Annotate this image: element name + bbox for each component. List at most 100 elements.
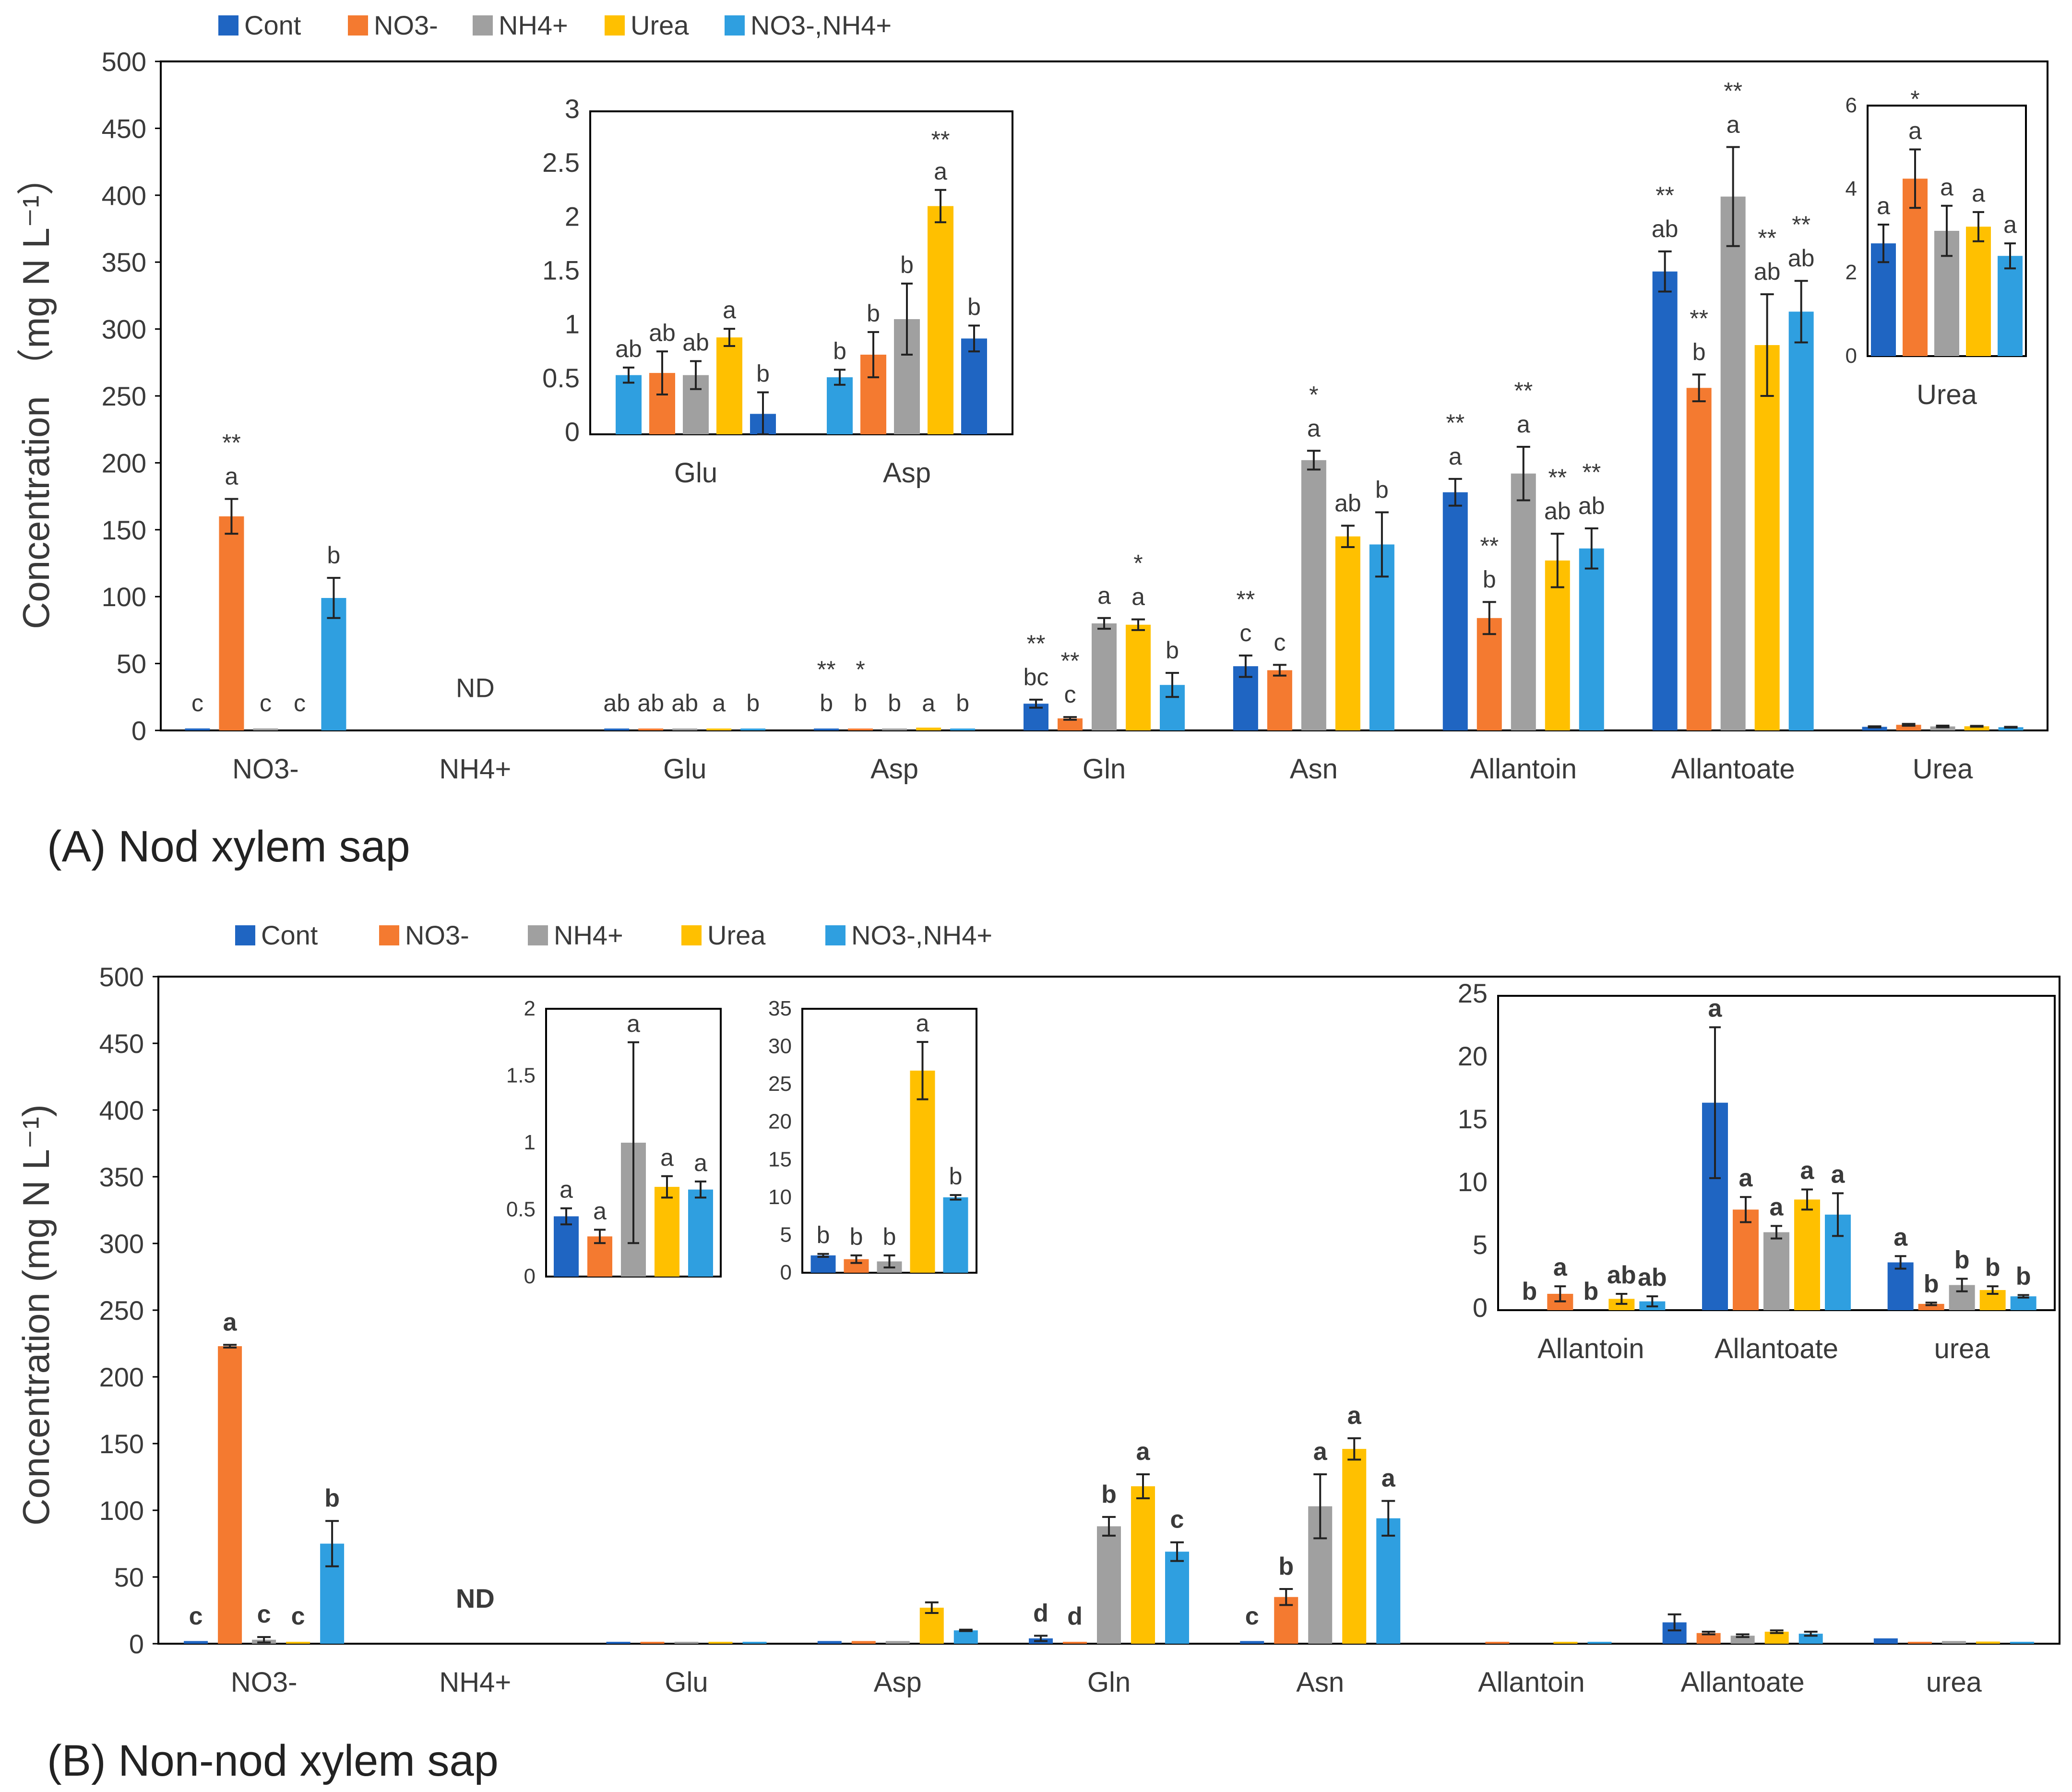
inset-bar-asp-no3-nh4: [827, 377, 853, 434]
sig-label-allantoate-nh4: a: [1727, 111, 1740, 138]
y-tick-label-350: 350: [102, 247, 146, 277]
sig-label-no3-no3: a: [223, 1308, 238, 1336]
panel-a: Cont NO3- NH4+ Urea NO3-,NH4+ Concentration …: [15, 10, 2048, 871]
sig-label-asn-no3-nh4: b: [1375, 477, 1389, 503]
bar-glu-no3-nh4: [740, 729, 766, 730]
inset-sig-asp-no3: b: [867, 300, 880, 327]
legend-label-no3-nh4: NO3-,NH4+: [750, 10, 892, 40]
sig-label-gln-no3-nh4: b: [1166, 637, 1179, 664]
inset-sig-x-no3: b: [850, 1223, 863, 1250]
bar-gln-urea: [1126, 624, 1151, 730]
bar-allantoate-cont: [1652, 271, 1678, 730]
inset-y-tick-2: 2: [524, 997, 536, 1020]
panel-a-caption: (A) Nod xylem sap: [47, 822, 410, 871]
sig-label-allantoate-urea-line1: **: [1758, 225, 1776, 251]
sig-label-no3-no3: a: [225, 463, 238, 490]
x-tick-label-nh4: NH4+: [439, 753, 511, 785]
sig-label-allantoin-urea: ab: [1544, 498, 1571, 525]
bar-glu-nh4: [674, 1642, 699, 1644]
y-tick-label-250: 250: [99, 1295, 144, 1326]
bar-glu-no3: [638, 729, 664, 730]
legend-label-no3: NO3-: [374, 10, 438, 40]
inset-bar-allantoate-urea: [1794, 1199, 1820, 1310]
legend-label-cont: Cont: [244, 10, 301, 40]
x-tick-label-glu: Glu: [663, 753, 706, 785]
inset-sig-urea-urea: a: [1972, 180, 1985, 207]
inset-sig-urea-cont: a: [1893, 1223, 1908, 1251]
bar-glu-urea: [708, 1642, 733, 1644]
legend-a: Cont NO3- NH4+ Urea NO3-,NH4+: [218, 10, 892, 40]
bar-glu-nh4: [672, 729, 698, 730]
sig-label-allantoate-no3-nh4: ab: [1788, 245, 1815, 272]
legend-swatch-cont: [235, 925, 255, 945]
x-tick-label-gln: Gln: [1087, 1667, 1131, 1698]
y-tick-label-400: 400: [102, 180, 146, 211]
inset-sig-urea-nh4: a: [1940, 174, 1953, 201]
bar-gln-no3-nh4: [1165, 1552, 1189, 1644]
legend-label-cont: Cont: [261, 920, 318, 950]
inset-y-tick-1-5: 1.5: [506, 1064, 536, 1087]
inset-bar-asp-cont: [961, 338, 987, 434]
bar-gln-no3: [1063, 1642, 1087, 1644]
inset-bar-glu-no3-nh4: [616, 375, 642, 434]
inset-sig-x-no3-nh4: a: [694, 1149, 707, 1176]
sig-label-asn-nh4-line1: *: [1309, 381, 1318, 408]
inset-y-tick-25: 25: [1458, 978, 1488, 1008]
sig-label-no3-no3-nh4: b: [327, 542, 341, 569]
inset-sig-glu-cont: b: [756, 360, 770, 387]
inset-bar-x-cont: [554, 1216, 579, 1277]
bar-asp-no3-nh4: [950, 729, 976, 730]
y-tick-label-100: 100: [99, 1495, 144, 1526]
inset-bar-glu-urea: [716, 337, 742, 434]
y-axis-label-a: Concentration （mg N L⁻¹）: [15, 158, 57, 629]
sig-label-no3-urea: c: [294, 690, 306, 717]
y-tick-label-200: 200: [99, 1362, 144, 1392]
sig-label-asn-nh4: a: [1313, 1438, 1328, 1466]
inset-bar-allantoate-no3: [1733, 1209, 1759, 1310]
bar-allantoate-no3-nh4: [1788, 311, 1814, 730]
x-tick-label-nh4: NH4+: [439, 1667, 511, 1698]
bar-urea-urea: [1976, 1641, 2000, 1644]
inset-y-tick-0-5: 0.5: [542, 363, 580, 393]
inset-sig-urea-no3: a: [1908, 117, 1922, 144]
inset-y-tick-25: 25: [768, 1072, 792, 1096]
bar-glu-no3-nh4: [742, 1642, 767, 1644]
inset-bar-allantoate-nh4: [1763, 1232, 1789, 1310]
sig-label-asp-urea: a: [922, 690, 935, 717]
inset-bar-x-no3-nh4: [943, 1197, 968, 1273]
bar-no3-cont: [184, 1641, 208, 1644]
legend-label-no3: NO3-: [405, 920, 469, 950]
inset-sig-urea-cont: a: [1877, 192, 1890, 219]
y-tick-label-50: 50: [114, 1562, 144, 1592]
bar-asp-nh4: [882, 729, 907, 730]
inset-sig-allantoate-no3: a: [1739, 1164, 1753, 1192]
bar-gln-nh4: [1092, 623, 1117, 730]
inset-sig-glu-urea: a: [723, 297, 736, 323]
inset-sig-allantoin-nh4: b: [1583, 1278, 1598, 1305]
bar-asn-cont: [1240, 1641, 1264, 1644]
x-tick-label-glu: Glu: [665, 1667, 708, 1698]
bar-urea-cont: [1873, 1638, 1898, 1644]
bar-asn-nh4: [1301, 460, 1326, 730]
y-tick-label-150: 150: [102, 515, 146, 545]
x-tick-label-gln: Gln: [1083, 753, 1126, 785]
inset-bar-urea-no3-nh4: [2010, 1296, 2036, 1310]
sig-label-gln-cont: bc: [1024, 664, 1049, 691]
y-tick-label-300: 300: [99, 1229, 144, 1259]
bar-allantoin-cont: [1442, 492, 1468, 730]
inset-bar-x-urea: [910, 1070, 935, 1273]
legend-swatch-nh4: [473, 15, 493, 36]
bar-gln-nh4: [1097, 1526, 1121, 1644]
inset-sig-x-nh4: a: [627, 1010, 640, 1037]
bar-urea-urea: [1964, 726, 1989, 730]
sig-label-no3-urea: c: [291, 1602, 305, 1630]
legend-b: Cont NO3- NH4+ Urea NO3-,NH4+: [235, 920, 992, 950]
bar-gln-urea: [1131, 1486, 1155, 1644]
inset-bar-urea-no3: [1918, 1303, 1944, 1310]
y-tick-label-500: 500: [102, 47, 146, 77]
legend-swatch-nh4: [528, 925, 548, 945]
legend-label-urea: Urea: [631, 10, 689, 40]
